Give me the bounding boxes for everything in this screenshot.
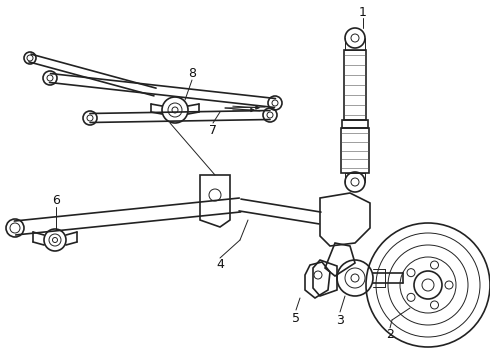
- Text: 1: 1: [359, 5, 367, 18]
- Text: 5: 5: [292, 311, 300, 324]
- Text: 2: 2: [386, 328, 394, 342]
- Text: 6: 6: [52, 194, 60, 207]
- Text: 8: 8: [188, 67, 196, 80]
- Text: 4: 4: [216, 258, 224, 271]
- Text: 7: 7: [209, 123, 217, 136]
- Text: 3: 3: [336, 314, 344, 327]
